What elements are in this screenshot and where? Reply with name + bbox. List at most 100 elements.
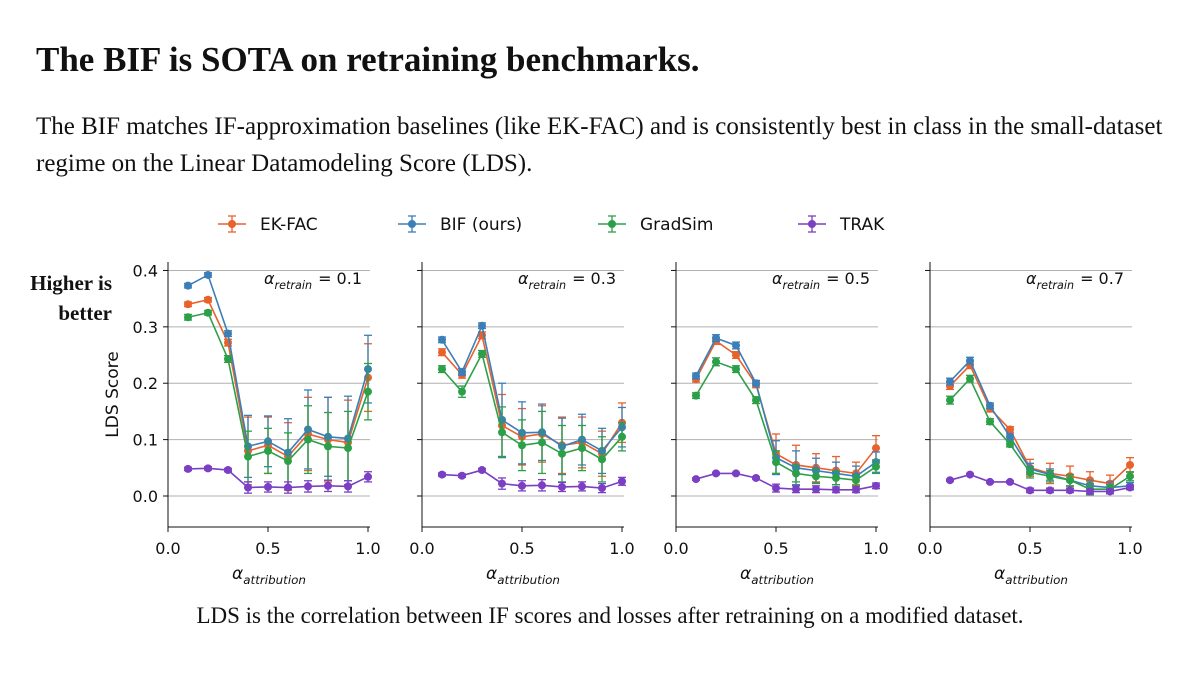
marker [1006, 477, 1014, 486]
marker [224, 354, 232, 363]
series-line [695, 339, 877, 475]
legend-item: GradSim [598, 215, 713, 235]
marker [732, 365, 740, 374]
legend-marker [228, 220, 236, 228]
series [184, 295, 372, 492]
marker [946, 396, 954, 405]
x-tick-label: 0.5 [763, 539, 788, 558]
legend-label: TRAK [839, 215, 885, 235]
series [184, 270, 372, 488]
legend-item: BIF (ours) [398, 215, 522, 235]
marker [478, 466, 486, 475]
marker [1086, 487, 1094, 496]
y-tick-label: 0.0 [133, 487, 158, 506]
marker [712, 334, 720, 343]
x-tick-label: 1.0 [609, 539, 634, 558]
marker [498, 428, 506, 437]
marker [618, 477, 626, 486]
marker [344, 482, 352, 491]
x-axis-label-subscript: attribution [243, 573, 306, 587]
marker [986, 417, 994, 426]
y-tick-label: 0.3 [133, 318, 158, 337]
marker [1026, 468, 1034, 477]
series-line [187, 273, 369, 454]
marker [618, 432, 626, 441]
marker [304, 435, 312, 444]
marker [966, 470, 974, 479]
marker [284, 457, 292, 466]
marker [598, 455, 606, 464]
marker [244, 483, 252, 492]
subplot-title-symbol: α [772, 269, 783, 288]
marker [578, 444, 586, 453]
series-line [187, 311, 369, 463]
x-tick-label: 0.0 [155, 539, 180, 558]
marker [772, 458, 780, 467]
marker [812, 472, 820, 481]
x-tick-label: 0.5 [255, 539, 280, 558]
legend-item: EK-FAC [218, 215, 318, 235]
marker [1006, 425, 1014, 434]
marker [1106, 487, 1114, 496]
x-axis-label-subscript: attribution [751, 573, 814, 587]
legend-marker [408, 220, 416, 228]
marker [712, 469, 720, 478]
x-axis-label: αattribution [994, 564, 1068, 587]
marker [244, 452, 252, 461]
marker [224, 466, 232, 475]
x-tick-label: 0.0 [663, 539, 688, 558]
x-tick-label: 0.0 [917, 539, 942, 558]
subplot-title-subscript: retrain [1037, 279, 1075, 292]
series [946, 374, 1134, 496]
marker [1066, 486, 1074, 495]
marker [1006, 440, 1014, 449]
x-axis-label-symbol: α [486, 564, 497, 584]
marker [772, 484, 780, 493]
series [946, 356, 1134, 494]
marker [812, 485, 820, 494]
subplot-title-subscript: retrain [529, 279, 567, 292]
marker [184, 281, 192, 290]
series-line [949, 377, 1131, 491]
marker [692, 391, 700, 400]
marker [1126, 472, 1134, 481]
series-line [695, 337, 877, 478]
series-line [441, 323, 623, 452]
marker [752, 379, 760, 388]
series [692, 357, 880, 487]
series-line [441, 332, 623, 455]
footer-caption: LDS is the correlation between IF scores… [196, 603, 1024, 628]
marker [204, 295, 212, 304]
x-tick-label: 1.0 [355, 539, 380, 558]
marker [538, 481, 546, 490]
marker [438, 335, 446, 344]
marker [184, 464, 192, 473]
marker [986, 477, 994, 486]
series-line [695, 360, 877, 482]
series [438, 466, 626, 494]
marker [852, 476, 860, 485]
subplot-title-subscript: retrain [783, 279, 821, 292]
marker [364, 387, 372, 396]
series-line [187, 467, 369, 489]
marker [518, 481, 526, 490]
marker [204, 270, 212, 279]
series [438, 349, 626, 483]
x-axis-label-symbol: α [994, 564, 1005, 584]
subplot-title: αretrain = 0.5 [772, 269, 870, 292]
marker [578, 482, 586, 491]
legend-marker [808, 220, 816, 228]
subplot-title-text: = 0.7 [1080, 269, 1124, 288]
marker [438, 348, 446, 357]
marker [478, 321, 486, 330]
series [438, 331, 626, 477]
x-axis-label-subscript: attribution [497, 573, 560, 587]
legend-label: BIF (ours) [440, 215, 522, 235]
marker [946, 476, 954, 485]
marker [872, 481, 880, 490]
marker [458, 471, 466, 480]
marker [712, 357, 720, 366]
subplot-title-text: = 0.3 [572, 269, 616, 288]
subplot-title-symbol: α [264, 269, 275, 288]
